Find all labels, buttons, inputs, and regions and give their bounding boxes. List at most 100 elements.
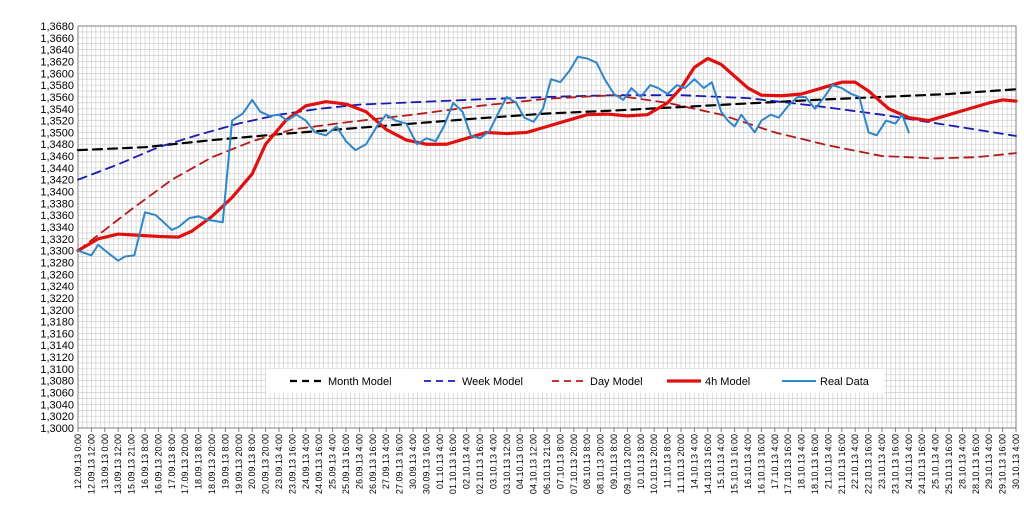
y-tick-label: 1,3120	[40, 352, 74, 364]
x-tick-label: 29.10.13 4:00	[984, 434, 994, 489]
x-tick-label: 30.10.13 4:00	[1011, 434, 1021, 489]
x-tick-label: 15.10.13 4:00	[716, 434, 726, 489]
x-tick-label: 18.10.13 16:00	[810, 434, 820, 494]
x-tick-label: 13.09.13 0:00	[100, 434, 110, 489]
y-tick-label: 1,3460	[40, 151, 74, 163]
x-tick-label: 15.09.13 21:00	[127, 434, 137, 494]
y-tick-label: 1,3360	[40, 210, 74, 222]
x-tick-label: 25.09.13 16:00	[341, 434, 351, 494]
x-tick-label: 23.10.13 4:00	[877, 434, 887, 489]
x-tick-label: 21.10.13 4:00	[823, 434, 833, 489]
x-tick-label: 26.09.13 16:00	[368, 434, 378, 494]
y-tick-label: 1,3140	[40, 340, 74, 352]
x-tick-label: 10.10.13 20:00	[649, 434, 659, 494]
legend-label: Real Data	[820, 376, 870, 388]
legend-label: Day Model	[590, 376, 643, 388]
y-tick-label: 1,3220	[40, 293, 74, 305]
x-tick-label: 02.10.13 16:00	[475, 434, 485, 494]
series-line-4h-model	[76, 56, 1018, 253]
y-tick-label: 1,3240	[40, 281, 74, 293]
x-tick-label: 13.09.13 12:00	[113, 434, 123, 494]
x-tick-label: 18.09.13 8:00	[194, 434, 204, 489]
x-tick-label: 24.09.13 4:00	[301, 434, 311, 489]
axes: 1,30001,30201,30401,30601,30801,31001,31…	[40, 21, 1021, 494]
x-tick-label: 18.09.13 20:00	[207, 434, 217, 494]
x-tick-label: 12.09.13 0:00	[73, 434, 83, 489]
y-tick-label: 1,3420	[40, 175, 74, 187]
legend-box	[266, 369, 884, 393]
x-tick-label: 25.10.13 16:00	[944, 434, 954, 494]
x-tick-label: 14.10.13 16:00	[703, 434, 713, 494]
y-tick-label: 1,3060	[40, 388, 74, 400]
x-tick-label: 07.10.13 20:00	[569, 434, 579, 494]
x-tick-label: 27.09.13 16:00	[395, 434, 405, 494]
legend-label: Week Model	[462, 376, 523, 388]
series-line-week-model	[77, 94, 1017, 181]
y-tick-label: 1,3200	[40, 305, 74, 317]
x-tick-label: 17.10.13 16:00	[783, 434, 793, 494]
x-tick-label: 03.10.13 12:00	[502, 434, 512, 494]
y-tick-label: 1,3080	[40, 376, 74, 388]
x-tick-label: 24.10.13 4:00	[904, 434, 914, 489]
x-tick-label: 22.10.13 16:00	[864, 434, 874, 494]
x-tick-label: 16.09.13 8:00	[140, 434, 150, 489]
x-tick-label: 17.10.13 4:00	[770, 434, 780, 489]
y-tick-label: 1,3040	[40, 399, 74, 411]
x-tick-label: 19.09.13 20:00	[234, 434, 244, 494]
x-tick-label: 16.10.13 4:00	[743, 434, 753, 489]
x-tick-label: 25.09.13 4:00	[328, 434, 338, 489]
x-tick-label: 12.09.13 12:00	[86, 434, 96, 494]
y-tick-label: 1,3620	[40, 56, 74, 68]
x-tick-label: 16.10.13 16:00	[756, 434, 766, 494]
y-tick-label: 1,3500	[40, 127, 74, 139]
x-tick-label: 20.09.13 8:00	[247, 434, 257, 489]
x-tick-label: 11.10.13 20:00	[676, 434, 686, 493]
x-tick-label: 01.10.13 16:00	[448, 434, 458, 494]
x-tick-label: 18.10.13 4:00	[797, 434, 807, 489]
y-tick-label: 1,3100	[40, 364, 74, 376]
x-tick-label: 24.10.13 16:00	[917, 434, 927, 494]
x-tick-label: 09.10.13 8:00	[609, 434, 619, 489]
x-tick-label: 24.09.13 16:00	[314, 434, 324, 494]
y-tick-label: 1,3020	[40, 411, 74, 423]
y-tick-label: 1,3640	[40, 45, 74, 57]
x-tick-label: 26.09.13 4:00	[354, 434, 364, 489]
y-tick-label: 1,3480	[40, 139, 74, 151]
x-tick-label: 14.10.13 4:00	[689, 434, 699, 489]
legend-label: Month Model	[328, 376, 392, 388]
y-tick-label: 1,3380	[40, 198, 74, 210]
x-tick-label: 23.09.13 16:00	[287, 434, 297, 494]
y-tick-label: 1,3680	[40, 21, 74, 33]
y-tick-label: 1,3600	[40, 68, 74, 80]
x-tick-label: 02.10.13 4:00	[462, 434, 472, 489]
x-tick-label: 04.10.13 0:00	[515, 434, 525, 489]
x-tick-label: 07.10.13 8:00	[555, 434, 565, 489]
x-tick-label: 28.10.13 16:00	[971, 434, 981, 494]
y-tick-label: 1,3540	[40, 104, 74, 116]
series-line-day-model	[77, 94, 1017, 252]
legend: Month Model Week Model Day Model 4h Model Re…	[266, 369, 884, 393]
x-tick-label: 03.10.13 4:00	[488, 434, 498, 489]
y-tick-label: 1,3260	[40, 269, 74, 281]
x-tick-label: 22.10.13 4:00	[850, 434, 860, 489]
x-tick-label: 15.10.13 16:00	[730, 434, 740, 494]
y-tick-label: 1,3340	[40, 222, 74, 234]
y-tick-label: 1,3400	[40, 187, 74, 199]
y-tick-label: 1,3160	[40, 328, 74, 340]
x-tick-label: 29.10.13 16:00	[998, 434, 1008, 494]
x-tick-label: 27.09.13 4:00	[381, 434, 391, 489]
x-tick-label: 17.09.13 20:00	[180, 434, 190, 494]
x-tick-label: 23.09.13 4:00	[274, 434, 284, 489]
y-tick-label: 1,3560	[40, 92, 74, 104]
y-tick-label: 1,3300	[40, 246, 74, 258]
x-tick-label: 30.09.13 4:00	[408, 434, 418, 489]
y-tick-label: 1,3580	[40, 80, 74, 92]
x-tick-label: 30.09.13 16:00	[421, 434, 431, 494]
legend-label: 4h Model	[705, 376, 750, 388]
y-tick-label: 1,3000	[40, 423, 74, 435]
y-tick-label: 1,3440	[40, 163, 74, 175]
x-tick-label: 10.10.13 8:00	[636, 434, 646, 489]
x-tick-label: 20.09.13 20:00	[261, 434, 271, 494]
x-tick-label: 16.09.13 20:00	[153, 434, 163, 494]
